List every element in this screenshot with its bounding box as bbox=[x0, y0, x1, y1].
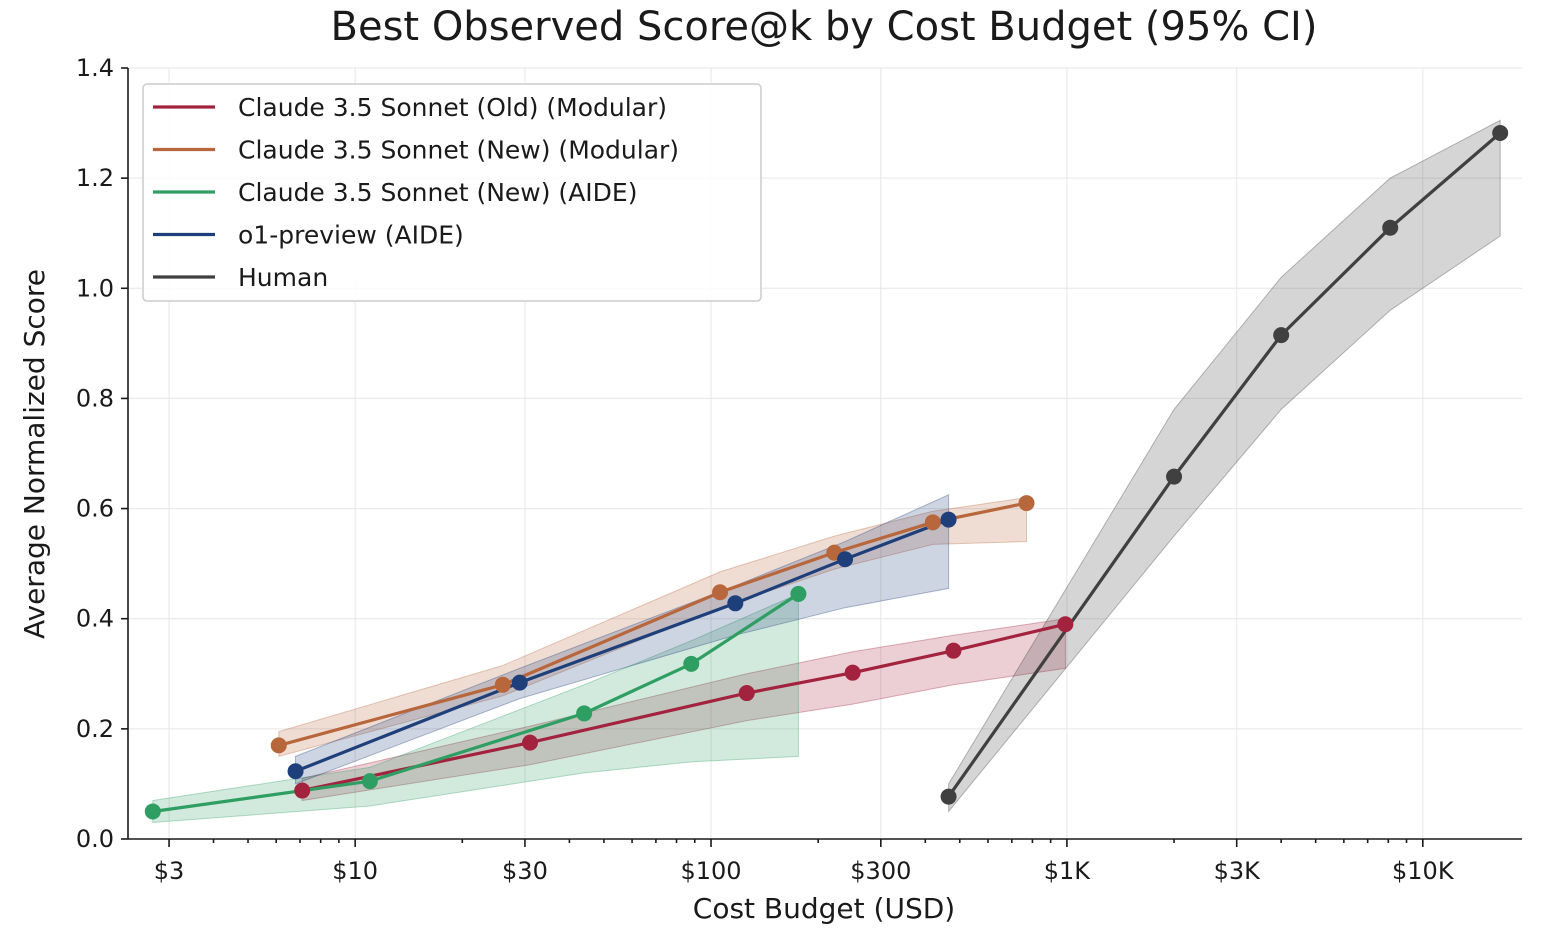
axes bbox=[121, 67, 1522, 847]
legend-label: Claude 3.5 Sonnet (Old) (Modular) bbox=[238, 93, 667, 122]
x-axis-label: Cost Budget (USD) bbox=[693, 892, 955, 925]
data-point bbox=[576, 705, 593, 722]
ci-band bbox=[301, 618, 1066, 802]
data-point bbox=[940, 788, 957, 805]
data-point bbox=[1273, 327, 1290, 344]
y-tick-label: 1.0 bbox=[76, 274, 114, 302]
data-point bbox=[1166, 468, 1183, 485]
data-point bbox=[924, 514, 941, 531]
data-point bbox=[522, 734, 539, 751]
y-tick-label: 0.2 bbox=[76, 715, 114, 743]
data-point bbox=[712, 584, 729, 601]
data-point bbox=[844, 664, 861, 681]
y-tick-label: 0.6 bbox=[76, 495, 114, 523]
data-point bbox=[511, 674, 528, 691]
x-tick-label: $1K bbox=[1044, 857, 1092, 885]
data-point bbox=[270, 737, 287, 754]
data-point bbox=[1382, 219, 1399, 236]
legend-box bbox=[142, 83, 762, 302]
confidence-bands bbox=[152, 119, 1501, 824]
data-point bbox=[837, 551, 854, 568]
legend: Claude 3.5 Sonnet (Old) (Modular) Claude … bbox=[142, 83, 762, 302]
x-tick-label: $10K bbox=[1392, 857, 1455, 885]
data-point bbox=[1018, 495, 1035, 512]
data-point bbox=[727, 595, 744, 612]
data-point bbox=[144, 803, 161, 820]
x-tick-label: $3 bbox=[154, 857, 185, 885]
y-tick-label: 0.8 bbox=[76, 384, 114, 412]
data-point bbox=[494, 676, 511, 693]
chart-title: Best Observed Score@k by Cost Budget (95… bbox=[331, 4, 1318, 50]
data-point bbox=[287, 763, 304, 780]
series-points bbox=[144, 124, 1509, 820]
tick-labels: 0.0 0.2 0.4 0.6 0.8 1.0 1.2 1.4 $3 $10 $30 $100 $300… bbox=[76, 54, 1455, 885]
x-tick-label: $30 bbox=[502, 857, 548, 885]
data-point bbox=[1492, 124, 1509, 141]
ci-band bbox=[948, 119, 1501, 813]
x-tick-label: $100 bbox=[680, 857, 741, 885]
x-tick-label: $10 bbox=[332, 857, 378, 885]
ci-band bbox=[295, 494, 950, 785]
data-point bbox=[1057, 616, 1074, 633]
series-line bbox=[301, 622, 1066, 793]
data-point bbox=[790, 585, 807, 602]
y-tick-label: 1.2 bbox=[76, 164, 114, 192]
legend-label: Human bbox=[238, 263, 328, 292]
x-tick-label: $3K bbox=[1214, 857, 1262, 885]
legend-label: Claude 3.5 Sonnet (New) (Modular) bbox=[238, 136, 679, 165]
data-point bbox=[738, 685, 755, 702]
y-tick-label: 1.4 bbox=[76, 54, 114, 82]
data-point bbox=[945, 642, 962, 659]
data-point bbox=[294, 782, 311, 799]
legend-label: o1-preview (AIDE) bbox=[238, 221, 464, 250]
data-point bbox=[361, 773, 378, 790]
data-point bbox=[683, 655, 700, 672]
x-tick-label: $300 bbox=[850, 857, 911, 885]
y-tick-label: 0.4 bbox=[76, 605, 114, 633]
y-tick-label: 0.0 bbox=[76, 825, 114, 853]
data-point bbox=[940, 511, 957, 528]
y-axis-label: Average Normalized Score bbox=[18, 269, 51, 639]
legend-label: Claude 3.5 Sonnet (New) (AIDE) bbox=[238, 178, 637, 207]
ci-band bbox=[152, 593, 799, 824]
